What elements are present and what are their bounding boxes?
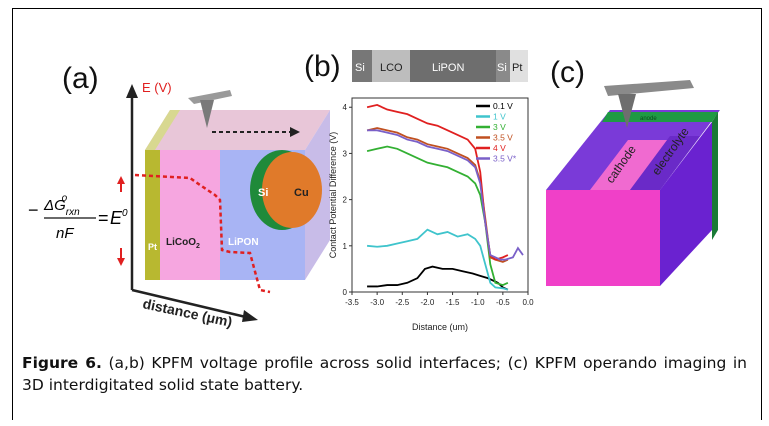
figure-caption: Figure 6. (a,b) KPFM voltage profile acr… <box>22 352 747 396</box>
c-afm-tip-icon <box>618 94 636 128</box>
strip-label-lco: LCO <box>380 62 403 74</box>
scan-arrow-head-icon <box>290 127 300 137</box>
a-x-axis-arrow-icon <box>242 310 258 322</box>
anode-top-strip <box>602 112 718 122</box>
legend-label-0: 0.1 V <box>493 101 513 111</box>
cu-layer <box>262 152 322 228</box>
lipon-label: LiPON <box>228 237 259 248</box>
strip-label-si2: Si <box>497 62 507 74</box>
electrolyte-region <box>630 136 700 190</box>
licoo-layer <box>160 150 220 280</box>
panel-b-label: (b) <box>304 50 341 83</box>
strip-label-si: Si <box>355 62 365 74</box>
chart-y-label: Contact Potential Difference (V) <box>328 132 338 258</box>
x-tick-label: 0.0 <box>522 298 534 307</box>
y-tick-label: 0 <box>343 288 348 297</box>
caption-label: Figure 6. <box>22 354 102 372</box>
afm-cantilever <box>188 90 232 104</box>
legend-label-3: 3.5 V <box>493 133 513 143</box>
afm-tip-icon <box>200 100 214 128</box>
a-x-axis <box>131 288 251 320</box>
energy-profile-line <box>134 173 271 294</box>
equation-equals: = <box>98 208 109 228</box>
panel-a-label: (a) <box>62 62 99 95</box>
x-tick-label: -3.5 <box>345 298 359 307</box>
y-tick-label: 1 <box>343 242 348 251</box>
cpd-chart: -3.5 -3.0 -2.5 -2.0 -1.5 -1.0 -0.5 0.0 0 1 2 3 4 0.1… <box>328 97 534 332</box>
strip-lipon-region <box>410 50 496 82</box>
x-tick-label: -2.0 <box>421 298 435 307</box>
series-line-0 <box>367 265 509 291</box>
strip-si2-region <box>496 50 510 82</box>
equation-minus: − <box>28 200 39 220</box>
x-tick-label: -3.0 <box>370 298 384 307</box>
y-tick-label: 3 <box>343 149 348 158</box>
series-line-2 <box>366 145 509 287</box>
strip-si-region <box>352 50 372 82</box>
strip-lco-region <box>372 50 410 82</box>
anode-label: anode <box>640 116 657 122</box>
panel-a-diagram: Si Cu Pt LiCoO2 LiPON E (V) distance (μm… <box>28 80 330 330</box>
x-tick-label: -0.5 <box>496 298 510 307</box>
a-y-axis-label: E (V) <box>142 80 172 95</box>
equation-numerator: ΔGrxno <box>43 193 80 218</box>
pt-layer <box>145 150 160 280</box>
licoo-label: LiCoO2 <box>166 237 200 250</box>
legend-label-4: 4 V <box>493 143 506 153</box>
cathode-finger <box>590 140 668 190</box>
equation-denominator: nF <box>56 225 74 242</box>
strip-pt-region <box>510 50 528 82</box>
chart-x-label: Distance (um) <box>412 322 468 332</box>
a-y-axis-arrow-icon <box>126 84 138 98</box>
panel-b-figure: Si LCO LiPON Si Pt -3.5 -3.0 -2.5 -2.0 -1.5-… <box>328 50 534 332</box>
si-layer-label: Si <box>258 187 268 199</box>
battery-side-face <box>660 122 712 286</box>
c-afm-cantilever <box>604 80 694 96</box>
strip-label-pt: Pt <box>512 62 522 74</box>
series-line-5 <box>367 129 524 261</box>
figure-frame <box>12 8 762 420</box>
battery-front-face <box>546 190 660 286</box>
legend-label-1: 1 V <box>493 112 506 122</box>
legend-label-2: 3 V <box>493 122 506 132</box>
y-tick-label: 4 <box>343 103 348 112</box>
panel-c-diagram: cathode electrolyte anode <box>546 80 720 286</box>
pt-label: Pt <box>148 242 157 252</box>
panel-c-label: (c) <box>550 56 585 89</box>
e-arrow-down-icon <box>117 258 125 266</box>
caption-text: (a,b) KPFM voltage profile across solid … <box>22 354 747 394</box>
pt-top-face <box>145 110 180 150</box>
y-tick-label: 2 <box>343 196 348 205</box>
x-tick-label: -1.5 <box>446 298 460 307</box>
series-line-3 <box>366 127 509 263</box>
block-top-face <box>145 110 330 150</box>
anode-side-strip <box>712 112 718 240</box>
cu-layer-label: Cu <box>294 187 309 199</box>
series-line-1 <box>367 228 509 291</box>
e-arrow-up-icon <box>117 176 125 184</box>
legend-label-5: 3.5 V* <box>493 154 517 164</box>
strip-label-lipon: LiPON <box>432 62 464 74</box>
x-tick-label: -1.0 <box>471 298 485 307</box>
x-tick-label: -2.5 <box>395 298 409 307</box>
equation-rhs: E0 <box>110 208 128 228</box>
